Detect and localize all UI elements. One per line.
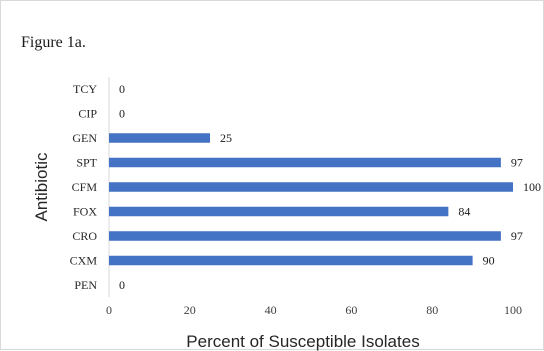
data-label: 0: [119, 107, 125, 121]
y-tick-label: CIP: [78, 107, 97, 121]
y-tick-label: CXM: [70, 254, 98, 268]
data-label: 0: [119, 82, 125, 96]
x-tick-label: 0: [106, 303, 112, 317]
bar: [109, 206, 449, 217]
y-tick-label: GEN: [72, 131, 97, 145]
y-tick-label: CFM: [72, 180, 98, 194]
y-tick-label: SPT: [76, 156, 97, 170]
x-tick-label: 100: [504, 303, 522, 317]
data-label: 90: [483, 254, 495, 268]
bar: [109, 182, 513, 192]
y-tick-label: TCY: [73, 82, 97, 96]
y-tick-label: FOX: [73, 205, 97, 219]
bar: [109, 231, 501, 241]
y-tick-label: PEN: [74, 278, 97, 292]
data-label: 100: [523, 180, 541, 194]
x-tick-label: 60: [345, 303, 357, 317]
y-tick-label: CRO: [72, 229, 97, 243]
bar: [109, 133, 210, 143]
bar: [109, 157, 501, 168]
x-tick-label: 40: [265, 303, 277, 317]
y-axis-title: Antibiotic: [32, 152, 51, 221]
x-axis-title: Percent of Susceptible Isolates: [186, 332, 419, 351]
data-label: 97: [511, 156, 523, 170]
data-label: 25: [220, 131, 232, 145]
data-label: 97: [511, 229, 523, 243]
data-label: 0: [119, 278, 125, 292]
bar: [109, 255, 473, 266]
x-tick-label: 80: [426, 303, 438, 317]
data-label: 84: [458, 205, 470, 219]
figure-label: Figure 1a.: [21, 34, 86, 51]
x-tick-label: 20: [184, 303, 196, 317]
